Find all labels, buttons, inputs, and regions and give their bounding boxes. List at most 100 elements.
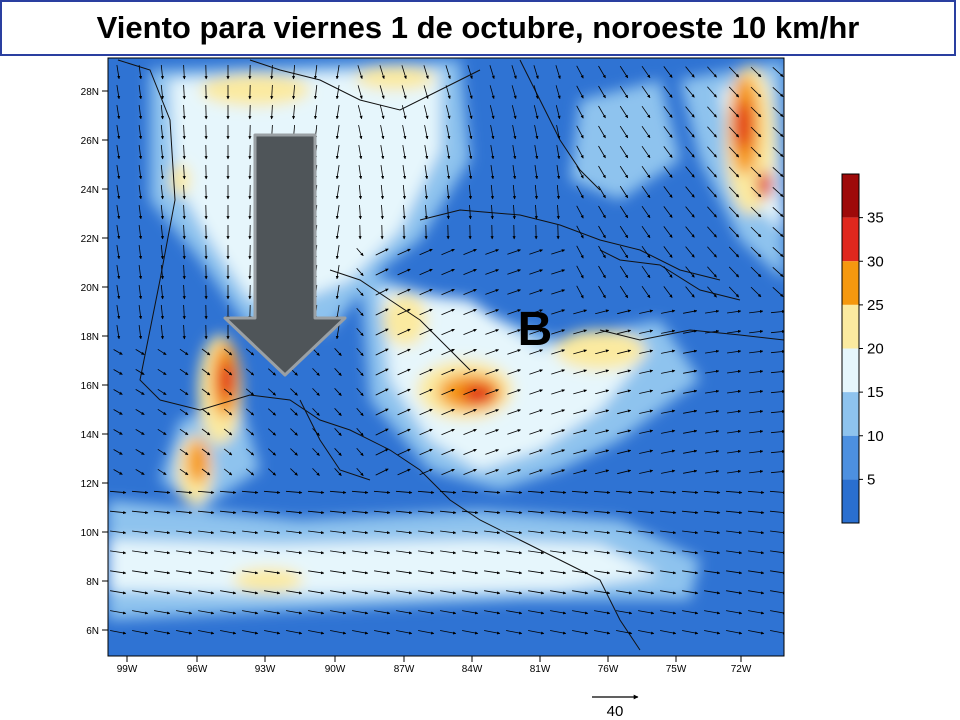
wind-vector xyxy=(770,389,784,394)
wind-vector xyxy=(550,610,567,615)
wind-vector xyxy=(507,329,521,335)
wind-vector xyxy=(397,248,411,256)
wind-vector xyxy=(223,348,233,356)
wind-vector xyxy=(728,106,740,118)
wind-vector xyxy=(484,590,501,595)
low-pressure-label-b: B xyxy=(518,303,553,356)
wind-vector xyxy=(749,309,764,314)
wind-vector xyxy=(439,490,457,495)
wind-vector xyxy=(576,205,584,219)
wind-vector xyxy=(380,165,385,180)
wind-vector xyxy=(441,408,455,416)
wind-vector xyxy=(439,510,457,515)
wind-vector xyxy=(770,530,784,535)
wind-vector xyxy=(182,184,186,200)
wind-vector xyxy=(728,66,740,78)
wind-vector xyxy=(727,449,742,454)
wind-vector xyxy=(685,286,695,298)
wind-vector xyxy=(615,490,633,495)
wind-vector xyxy=(242,590,259,595)
wind-vector xyxy=(334,348,342,356)
wind-vector xyxy=(264,550,281,555)
wind-vector xyxy=(617,329,632,335)
wind-vector xyxy=(483,490,501,495)
wind-vector xyxy=(576,145,584,159)
wind-vector xyxy=(661,429,676,434)
wind-vector xyxy=(396,610,413,615)
page-title: Viento para viernes 1 de octubre, noroes… xyxy=(96,10,860,45)
wind-vector xyxy=(153,490,171,495)
colorbar-label: 25 xyxy=(867,297,884,314)
wind-vector xyxy=(154,530,171,535)
wind-vector xyxy=(661,389,676,394)
wind-vector xyxy=(182,104,186,120)
lat-tick-label: 22N xyxy=(81,234,99,245)
wind-vector xyxy=(157,408,167,416)
wind-vector xyxy=(138,145,143,160)
wind-vector xyxy=(750,66,762,78)
wind-vector xyxy=(308,550,325,555)
wind-vector xyxy=(418,530,435,535)
wind-vector xyxy=(330,570,347,575)
wind-vector xyxy=(727,329,742,334)
wind-vector xyxy=(423,105,429,120)
wind-vector xyxy=(529,249,543,255)
wind-vector xyxy=(641,105,651,119)
lat-tick-label: 8N xyxy=(86,577,99,588)
wind-vector xyxy=(484,630,501,635)
wind-vector xyxy=(397,408,411,416)
wind-vector xyxy=(529,349,543,355)
wind-vector xyxy=(109,490,127,495)
wind-vector xyxy=(639,449,654,454)
wind-vector xyxy=(182,264,186,280)
wind-vector xyxy=(138,265,143,280)
wind-vector xyxy=(707,106,717,118)
wind-vector xyxy=(242,570,259,575)
wind-vector xyxy=(219,510,237,515)
wind-vector xyxy=(375,308,389,316)
wind-vector xyxy=(463,448,477,455)
wind-vector xyxy=(529,369,543,375)
wind-vector xyxy=(182,84,186,100)
wind-vector xyxy=(113,409,123,415)
wind-vector xyxy=(308,610,325,615)
wind-vector xyxy=(770,570,784,575)
wind-vector xyxy=(467,65,473,80)
wind-vector xyxy=(138,85,143,100)
wind-vector xyxy=(639,369,654,374)
wind-vector xyxy=(179,408,189,416)
wind-vector xyxy=(397,288,411,296)
wind-vector xyxy=(335,325,340,340)
reference-vector-label: 40 xyxy=(607,703,624,720)
wind-vector xyxy=(705,409,720,414)
wind-vector xyxy=(750,226,762,238)
wind-vector xyxy=(373,510,391,515)
wind-vector xyxy=(681,490,699,495)
wind-vector xyxy=(727,389,742,394)
wind-vector xyxy=(512,204,516,220)
wind-vector xyxy=(201,428,211,436)
wind-vector xyxy=(242,530,259,535)
wind-vector xyxy=(182,164,186,180)
wind-vector xyxy=(663,86,673,98)
wind-vector xyxy=(572,610,589,615)
wind-vector xyxy=(109,510,127,515)
wind-vector xyxy=(529,269,543,275)
wind-vector xyxy=(463,368,477,375)
title-bar: Viento para viernes 1 de octubre, noroes… xyxy=(0,0,956,56)
colorbar-swatch xyxy=(842,304,859,349)
wind-vector xyxy=(132,550,149,555)
wind-vector xyxy=(424,145,429,160)
wind-vector xyxy=(728,86,740,98)
wind-vector xyxy=(468,204,472,220)
wind-vector xyxy=(182,144,186,160)
wind-vector xyxy=(641,205,651,219)
wind-vector xyxy=(268,368,276,376)
wind-vector xyxy=(335,65,340,80)
wind-vector xyxy=(728,166,740,178)
wind-vector xyxy=(290,408,298,416)
wind-vector xyxy=(683,349,698,354)
wind-vector xyxy=(598,245,606,259)
wind-vector xyxy=(176,570,193,575)
